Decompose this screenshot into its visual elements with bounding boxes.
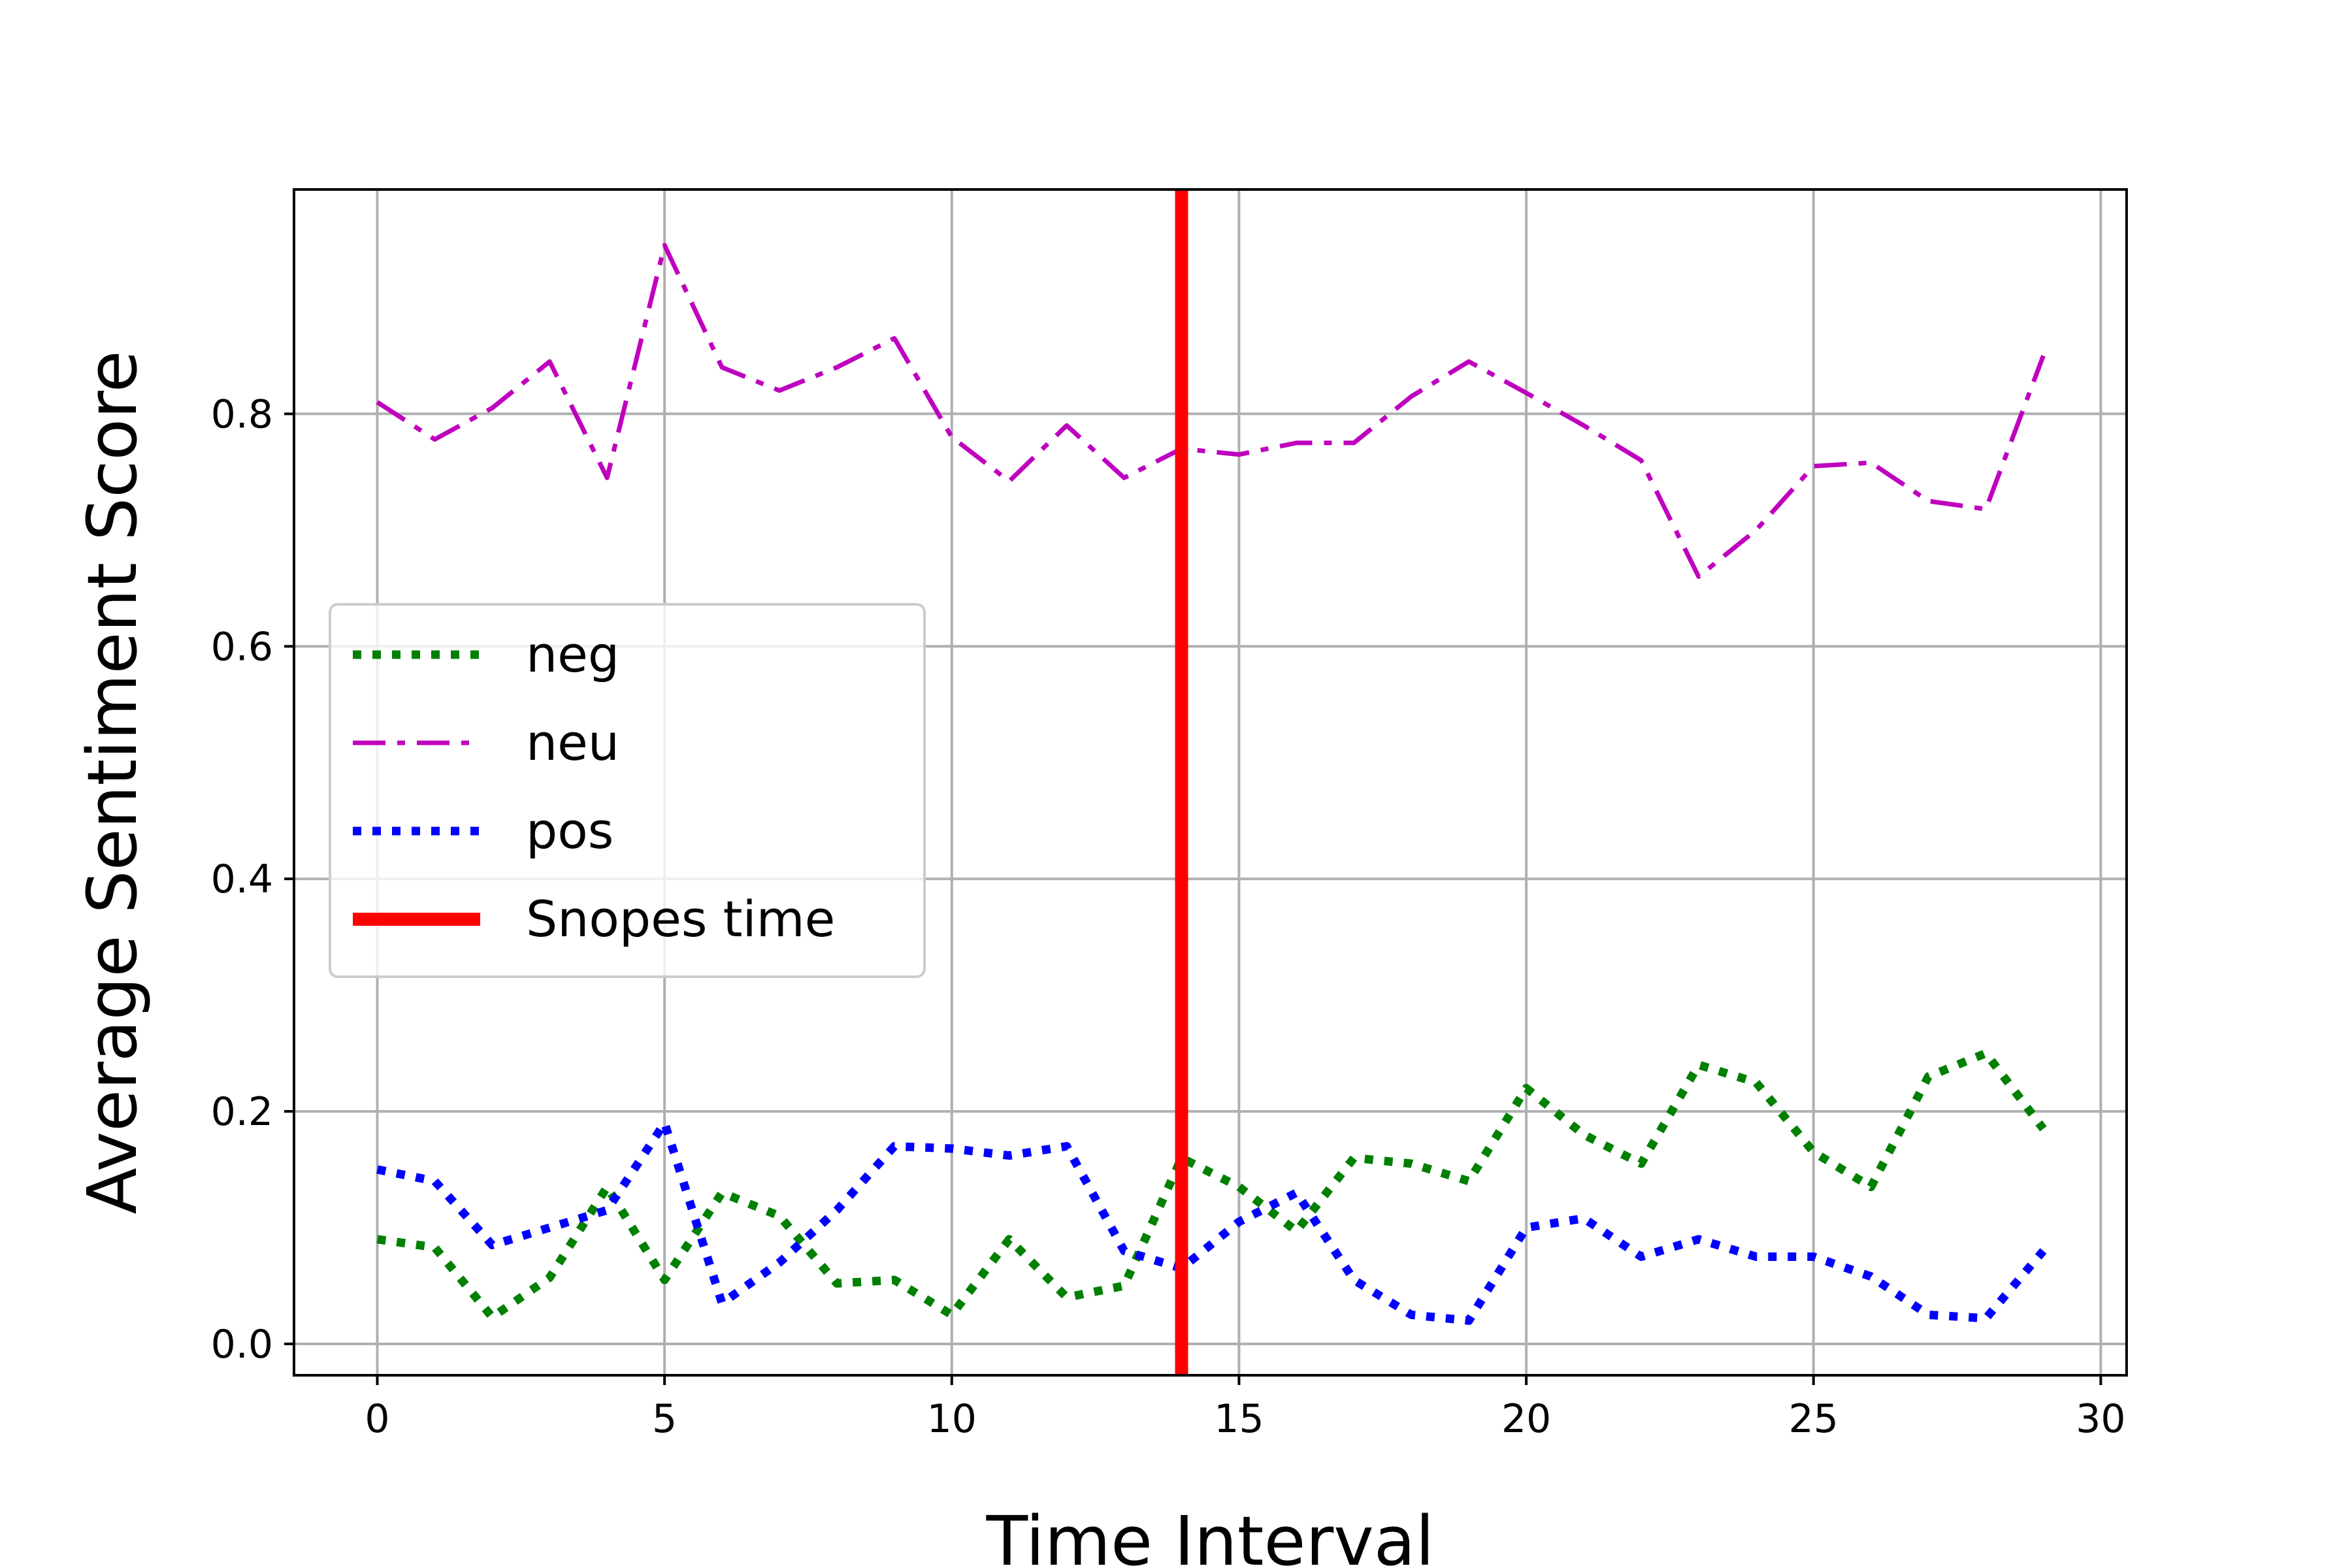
- x-axis-ticks: 0 5 10 15 20 25 30: [365, 1375, 2126, 1442]
- x-tick-label: 25: [1789, 1396, 1838, 1442]
- legend-box: [329, 603, 926, 978]
- legend-label: neu: [526, 713, 619, 772]
- y-tick-label: 0.0: [211, 1322, 273, 1367]
- plot-area-frame: [293, 188, 2128, 1377]
- x-tick-label: 30: [2076, 1396, 2125, 1442]
- series-line-pos: [376, 1119, 2047, 1325]
- x-tick-label: 0: [365, 1396, 389, 1442]
- x-tick-label: 15: [1214, 1396, 1264, 1442]
- legend-label: Snopes time: [526, 890, 835, 948]
- x-tick-label: 20: [1501, 1396, 1551, 1442]
- x-tick-label: 5: [652, 1396, 677, 1442]
- y-tick-label: 0.6: [211, 624, 273, 670]
- series-lines: [376, 242, 2047, 1325]
- y-tick-label: 0.2: [211, 1089, 273, 1135]
- series-line-neg: [376, 1049, 2047, 1322]
- x-tick-label: 10: [927, 1396, 977, 1442]
- legend-label: pos: [526, 802, 613, 860]
- y-axis-ticks: 0.0 0.2 0.4 0.6 0.8: [211, 391, 294, 1367]
- y-tick-label: 0.8: [211, 391, 273, 437]
- series-line-neu: [376, 242, 2046, 579]
- y-axis-title: Average Sentiment Score: [73, 350, 152, 1214]
- y-tick-label: 0.4: [211, 857, 273, 902]
- x-axis-title: Time Interval: [986, 1501, 1435, 1568]
- legend: neg neu pos Snopes time: [329, 603, 926, 978]
- legend-label: neg: [526, 625, 619, 683]
